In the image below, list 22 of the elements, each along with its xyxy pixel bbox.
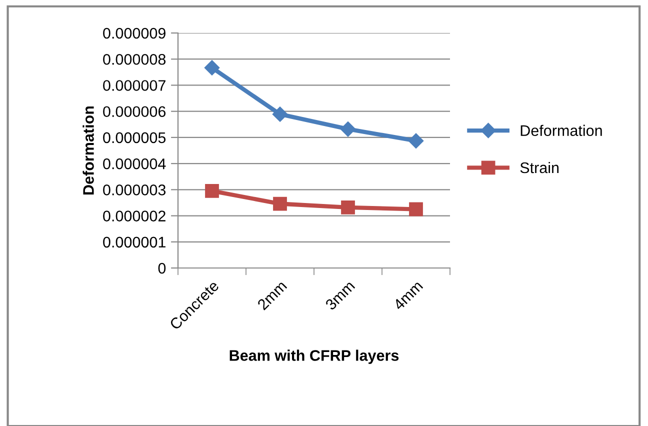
y-tick-label: 0.000007: [103, 80, 166, 91]
y-axis-title: Deformation: [82, 106, 94, 194]
y-tick-label: 0.000006: [103, 106, 166, 118]
point: [341, 200, 355, 214]
y-tick-label: 0.000004: [103, 158, 166, 170]
y-tick-label: 0.000003: [103, 184, 166, 196]
y-tick-label: 0.000009: [103, 28, 166, 39]
point: [272, 106, 288, 122]
point: [409, 202, 423, 216]
x-axis-title: Beam with CFRP layers: [230, 350, 399, 364]
y-tick-label: 0: [158, 262, 166, 274]
y-tick-label: 0.000001: [103, 236, 166, 248]
legend-label: Strain: [520, 162, 559, 174]
point: [205, 184, 219, 198]
point: [408, 133, 424, 148]
point: [204, 60, 220, 76]
point: [273, 196, 287, 211]
legend-label: Deformation: [520, 124, 602, 136]
y-tick-label: 0.000002: [103, 210, 166, 222]
point: [340, 122, 356, 137]
y-tick-label: 0.000005: [103, 132, 166, 144]
y-tick-label: 0.000008: [103, 54, 166, 65]
